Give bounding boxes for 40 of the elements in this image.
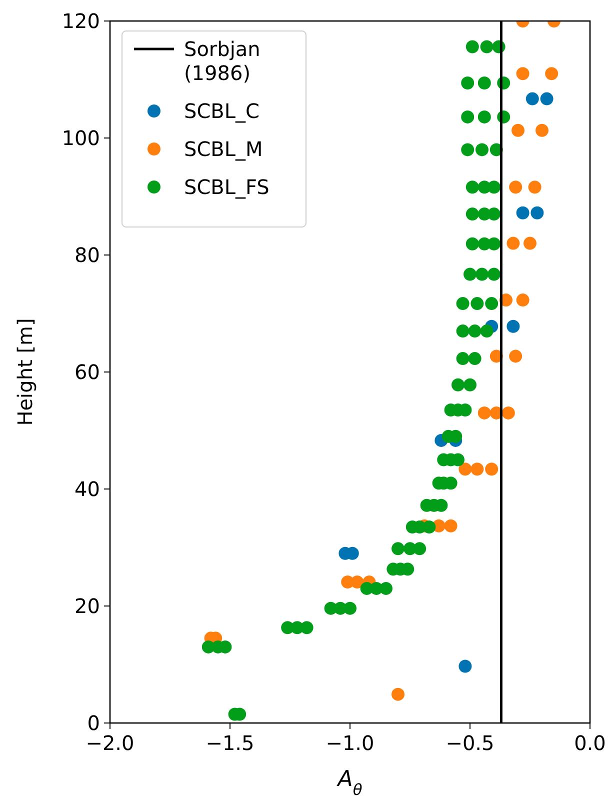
legend-label: Sorbjan (1986) bbox=[184, 37, 260, 85]
point bbox=[509, 180, 522, 194]
point bbox=[485, 462, 498, 476]
point bbox=[506, 320, 520, 333]
point bbox=[516, 294, 530, 307]
y-tick-label: 80 bbox=[74, 243, 100, 267]
point bbox=[536, 124, 548, 137]
y-tick-label: 120 bbox=[62, 9, 100, 33]
point bbox=[392, 688, 404, 701]
x-tick-label: −0.5 bbox=[446, 731, 494, 755]
point bbox=[509, 350, 522, 363]
legend-label: SCBL_FS bbox=[184, 175, 270, 199]
point bbox=[528, 180, 542, 194]
point bbox=[350, 576, 364, 588]
point bbox=[516, 67, 530, 80]
point bbox=[512, 124, 524, 137]
point bbox=[478, 406, 491, 420]
point bbox=[516, 206, 530, 220]
point bbox=[444, 519, 458, 532]
point bbox=[524, 236, 536, 250]
y-tick-label: 20 bbox=[74, 594, 100, 618]
point bbox=[506, 236, 520, 250]
point bbox=[545, 67, 558, 80]
point bbox=[526, 92, 539, 106]
point bbox=[540, 92, 554, 106]
point bbox=[530, 206, 544, 220]
y-axis-title: Height [m] bbox=[13, 318, 37, 426]
x-axis-title: A$_{θ}$ bbox=[336, 767, 363, 798]
point bbox=[470, 462, 484, 476]
legend-label: SCBL_M bbox=[184, 137, 263, 161]
x-tick-label: 0.0 bbox=[574, 731, 606, 755]
x-tick-label: −1.0 bbox=[326, 731, 374, 755]
y-tick-label: 40 bbox=[74, 477, 100, 501]
y-tick-label: 100 bbox=[62, 126, 100, 150]
y-tick-label: 60 bbox=[74, 360, 100, 384]
point bbox=[502, 406, 515, 420]
legend-label: SCBL_C bbox=[184, 99, 260, 123]
point bbox=[458, 462, 472, 476]
x-tick-label: −1.5 bbox=[206, 731, 254, 755]
point bbox=[458, 660, 472, 673]
